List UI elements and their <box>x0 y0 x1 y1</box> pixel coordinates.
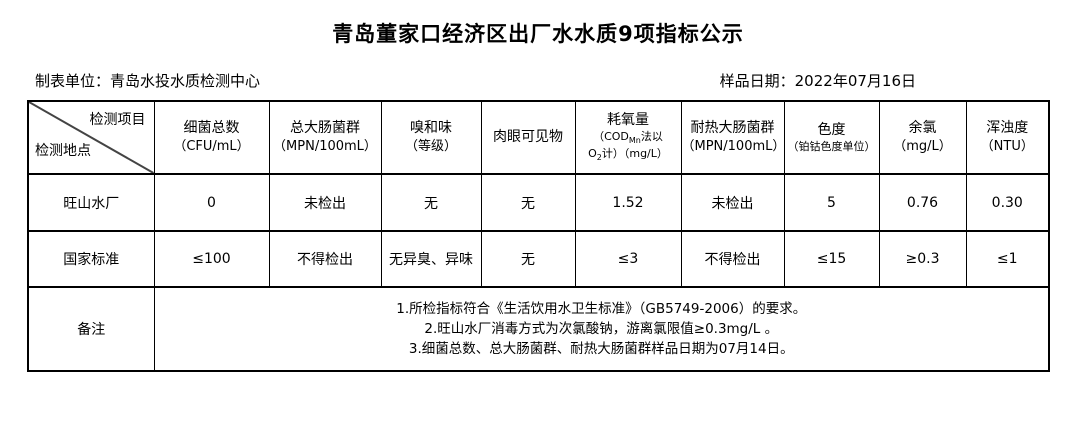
header-unit: （MPN/100mL） <box>681 139 784 155</box>
cell-value: 无 <box>380 173 482 232</box>
header-name: 细菌总数 <box>183 120 240 137</box>
diagonal-line <box>29 102 154 173</box>
cell-value: 无 <box>480 230 576 288</box>
col-header-bacteria-count: 细菌总数 （CFU/mL） <box>153 100 270 175</box>
table-row-plant: 旺山水厂 0 未检出 无 无 1.52 未检出 5 0.76 0.30 <box>27 173 1050 232</box>
col-header-oxygen-consumption: 耗氧量 （CODMn法以 O2计）（mg/L） <box>574 100 682 175</box>
remark-line-2: 2.旺山水厂消毒方式为次氯酸钠，游离氯限值≥0.3mg/L 。 <box>424 320 779 337</box>
cell-value: 5 <box>783 173 880 232</box>
corner-label-items: 检测项目 <box>89 112 146 128</box>
sample-date-label: 样品日期：2022年07月16日 <box>719 72 916 90</box>
header-unit: （NTU） <box>980 139 1034 155</box>
remark-line-3: 3.细菌总数、总大肠菌群、耐热大肠菌群样品日期为07月14日。 <box>408 341 794 358</box>
cell-value: 无 <box>480 173 576 232</box>
page-title: 青岛董家口经济区出厂水水质9项指标公示 <box>332 22 744 46</box>
remark-line-1: 1.所检指标符合《生活饮用水卫生标准》（GB5749-2006）的要求。 <box>396 300 807 317</box>
header-name: 浑浊度 <box>986 120 1029 137</box>
table-row-national-standard: 国家标准 ≤100 不得检出 无异臭、异味 无 ≤3 不得检出 ≤15 ≥0.3… <box>27 230 1050 288</box>
header-name: 余氯 <box>908 120 937 137</box>
cell-value: 0.30 <box>965 173 1050 232</box>
info-row: 制表单位：青岛水投水质检测中心 样品日期：2022年07月16日 <box>0 70 1076 91</box>
header-unit: （CODMn法以 O2计）（mg/L） <box>588 130 668 163</box>
cell-value: ≤3 <box>574 230 682 288</box>
header-unit: （铂钴色度单位） <box>787 139 876 153</box>
header-name: 肉眼可见物 <box>493 129 563 146</box>
corner-label-location: 检测地点 <box>35 143 91 159</box>
header-name: 耐热大肠菌群 <box>690 120 775 137</box>
col-header-chroma: 色度 （铂钴色度单位） <box>783 100 880 175</box>
cell-value: 未检出 <box>268 173 382 232</box>
header-unit: （CFU/mL） <box>173 139 250 155</box>
water-quality-table: 检测项目 检测地点 细菌总数 （CFU/mL） 总大肠菌群 （MPN/100mL… <box>27 100 1050 372</box>
cell-value: ≤15 <box>783 230 880 288</box>
header-row: 检测项目 检测地点 细菌总数 （CFU/mL） 总大肠菌群 （MPN/100mL… <box>27 100 1050 175</box>
cell-value: 0 <box>153 173 270 232</box>
header-unit: （MPN/100mL） <box>273 139 377 155</box>
col-header-thermotolerant-coliform: 耐热大肠菌群 （MPN/100mL） <box>680 100 785 175</box>
header-name: 耗氧量 <box>607 112 649 129</box>
cell-value: ≤1 <box>965 230 1050 288</box>
cell-value: 不得检出 <box>268 230 382 288</box>
row-label-plant: 旺山水厂 <box>27 173 155 232</box>
maker-label: 制表单位：青岛水投水质检测中心 <box>35 72 261 90</box>
col-header-odor-taste: 嗅和味 （等级） <box>380 100 482 175</box>
col-header-residual-chlorine: 余氯 （mg/L） <box>878 100 967 175</box>
header-unit: （等级） <box>404 139 457 155</box>
corner-diagonal-cell: 检测项目 检测地点 <box>29 102 154 173</box>
cell-value: ≤100 <box>153 230 270 288</box>
header-name: 嗅和味 <box>410 120 452 137</box>
col-header-turbidity: 浑浊度 （NTU） <box>965 100 1050 175</box>
table-row-remark: 备注 1.所检指标符合《生活饮用水卫生标准》（GB5749-2006）的要求。 … <box>27 286 1050 372</box>
remark-label: 备注 <box>27 286 155 372</box>
col-header-total-coliform: 总大肠菌群 （MPN/100mL） <box>268 100 382 175</box>
cell-value: 1.52 <box>574 173 682 232</box>
corner-cell: 检测项目 检测地点 <box>27 100 155 175</box>
cell-value: 无异臭、异味 <box>380 230 482 288</box>
remark-content: 1.所检指标符合《生活饮用水卫生标准》（GB5749-2006）的要求。 2.旺… <box>153 286 1050 372</box>
cell-value: 0.76 <box>878 173 967 232</box>
header-name: 色度 <box>817 121 846 138</box>
header-name: 总大肠菌群 <box>290 120 360 137</box>
cell-value: 未检出 <box>680 173 785 232</box>
cell-value: ≥0.3 <box>878 230 967 288</box>
col-header-visible-matter: 肉眼可见物 <box>480 100 576 175</box>
header-unit: （mg/L） <box>893 139 952 155</box>
cell-value: 不得检出 <box>680 230 785 288</box>
row-label-standard: 国家标准 <box>27 230 155 288</box>
